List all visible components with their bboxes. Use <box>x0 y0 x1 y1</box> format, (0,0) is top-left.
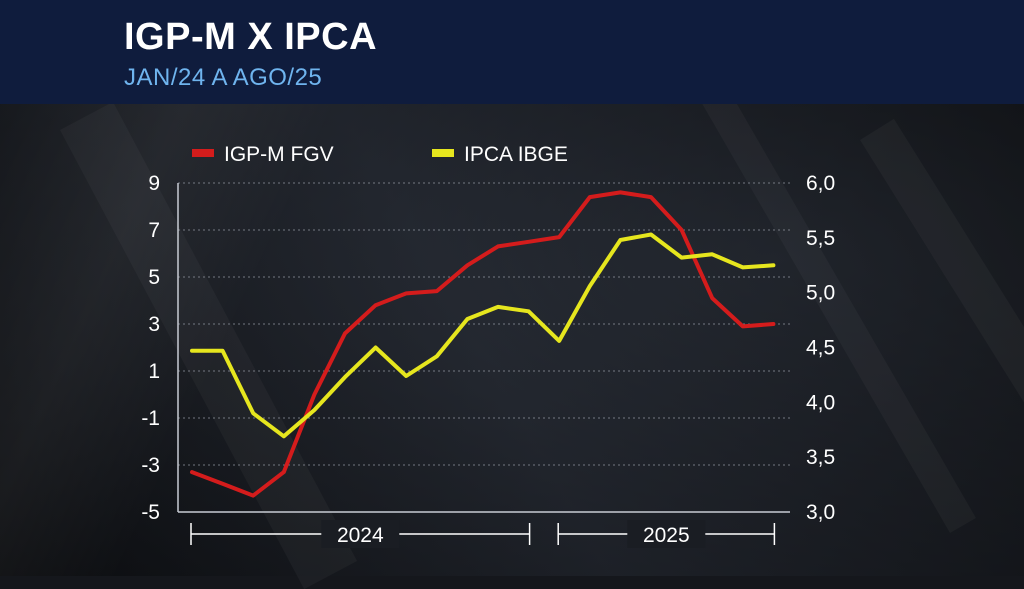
right-tick-label: 3,5 <box>806 446 835 469</box>
legend-label: IGP-M FGV <box>224 143 334 166</box>
series-group <box>192 192 774 495</box>
right-tick-label: 5,5 <box>806 227 835 250</box>
x-axis: 2024 2025 <box>191 520 774 548</box>
left-tick-label: 3 <box>148 313 160 336</box>
left-tick-label: 1 <box>148 360 160 383</box>
left-tick-label: -1 <box>141 407 160 430</box>
series-line-ipca <box>192 235 773 437</box>
right-tick-label: 6,0 <box>806 172 835 195</box>
right-tick-label: 4,5 <box>806 337 835 360</box>
left-tick-label: 9 <box>148 172 160 195</box>
line-chart: IGP-M FGV IPCA IBGE 9 7 5 3 1 -1 -3 -5 6,0 5,5 5,0… <box>0 0 1024 576</box>
right-tick-label: 4,0 <box>806 391 835 414</box>
right-tick-label: 5,0 <box>806 282 835 305</box>
right-axis: 6,0 5,5 5,0 4,5 4,0 3,5 3,0 <box>806 172 835 524</box>
gridlines <box>178 183 790 512</box>
left-tick-label: 5 <box>148 266 160 289</box>
year-label: 2025 <box>643 524 690 547</box>
series-line-igpm <box>192 192 773 495</box>
left-axis: 9 7 5 3 1 -1 -3 -5 <box>141 172 160 524</box>
left-tick-label: 7 <box>148 219 160 242</box>
legend: IGP-M FGV IPCA IBGE <box>192 143 568 166</box>
left-tick-label: -5 <box>141 501 160 524</box>
left-tick-label: -3 <box>141 454 160 477</box>
year-label: 2024 <box>337 524 384 547</box>
legend-label: IPCA IBGE <box>464 143 568 166</box>
right-tick-label: 3,0 <box>806 501 835 524</box>
